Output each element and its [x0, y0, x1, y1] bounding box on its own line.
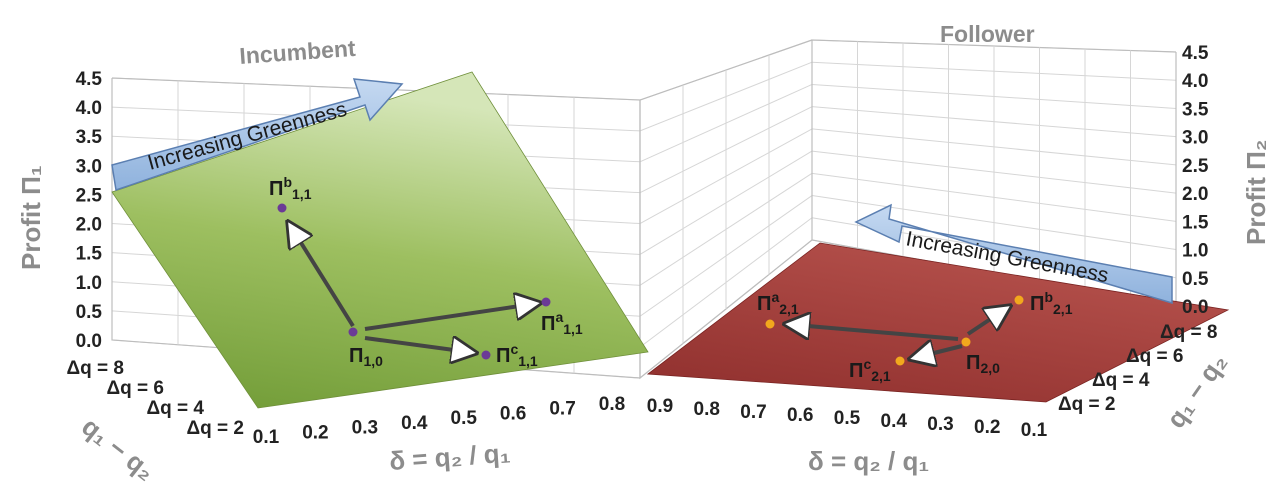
follower-z-tick: 0.5 [1182, 269, 1209, 290]
follower-x-tick: 0.4 [881, 411, 908, 432]
label-pi21-b: Πb2,1 [1030, 289, 1073, 317]
incumbent-y-tick: Δq = 4 [147, 398, 205, 419]
follower-x-tick: 0.5 [834, 408, 861, 429]
follower-z-tick: 3.5 [1182, 99, 1209, 120]
incumbent-y-axis-label: q₁ − q₂ [76, 411, 160, 486]
incumbent-surface [111, 71, 649, 409]
follower-x-tick: 0.7 [740, 402, 766, 423]
point-pi21-c [895, 356, 905, 366]
incumbent-x-tick: 0.4 [401, 413, 428, 434]
label-pi11-b: Πb1,1 [269, 174, 312, 202]
follower-z-tick: 4.0 [1182, 71, 1208, 92]
incumbent-z-tick: 1.0 [76, 273, 102, 294]
incumbent-y-tick: Δq = 2 [187, 418, 244, 439]
follower-z-tick: 1.5 [1182, 212, 1209, 233]
incumbent-tick-labels: 0.0 0.5 1.0 1.5 2.0 2.5 3.0 3.5 4.0 4.5 0.1 0.2 0.3 0… [67, 69, 626, 448]
follower-x-tick: 0.1 [1021, 420, 1048, 441]
incumbent-z-tick: 1.5 [76, 244, 103, 265]
follower-x-tick: 0.2 [974, 417, 1000, 438]
incumbent-z-axis-label: Profit Π₁ [16, 165, 46, 270]
point-pi11-c [481, 350, 491, 360]
follower-x-tick: 0.3 [927, 414, 953, 435]
follower-x-tick: 0.9 [647, 396, 673, 417]
follower-grid [639, 39, 1177, 380]
incumbent-x-tick: 0.8 [599, 394, 625, 415]
follower-y-tick: Δq = 4 [1092, 370, 1150, 391]
incumbent-y-tick: Δq = 8 [67, 358, 124, 379]
label-pi11-a: Πa1,1 [541, 309, 583, 337]
incumbent-x-tick: 0.1 [253, 427, 280, 448]
point-pi11-a [541, 297, 551, 307]
label-pi21-a: Πa2,1 [757, 289, 799, 317]
follower-y-tick: Δq = 6 [1126, 346, 1183, 367]
follower-z-tick: 4.5 [1182, 43, 1209, 64]
incumbent-x-tick: 0.2 [302, 422, 328, 443]
incumbent-z-tick: 0.5 [76, 302, 103, 323]
incumbent-z-tick: 0.0 [76, 331, 102, 352]
follower-z-tick: 0.0 [1182, 297, 1208, 318]
follower-z-tick: 2.0 [1182, 184, 1208, 205]
follower-y-tick: Δq = 8 [1160, 322, 1217, 343]
follower-x-tick: 0.8 [694, 399, 720, 420]
incumbent-z-tick: 4.5 [76, 69, 103, 90]
follower-y-tick: Δq = 2 [1058, 394, 1115, 415]
label-pi20: Π2,0 [966, 352, 1000, 376]
label-pi11-c: Πc1,1 [496, 341, 538, 369]
follower-z-tick: 2.5 [1182, 156, 1209, 177]
incumbent-z-tick: 2.0 [76, 215, 102, 236]
incumbent-x-tick: 0.5 [451, 408, 478, 429]
follower-z-tick: 1.0 [1182, 241, 1208, 262]
follower-connectors [785, 306, 1010, 359]
point-pi11-b [277, 203, 287, 213]
incumbent-x-tick: 0.3 [352, 418, 378, 439]
point-pi20 [961, 337, 971, 347]
incumbent-z-tick: 3.5 [76, 127, 103, 148]
incumbent-x-tick: 0.6 [500, 403, 526, 424]
follower-x-axis-label: δ = q₂ / q₁ [808, 446, 929, 476]
follower-z-tick: 3.0 [1182, 128, 1208, 149]
follower-x-tick: 0.6 [787, 405, 813, 426]
follower-z-axis-label: Profit Π₂ [1241, 140, 1271, 245]
point-pi21-b [1014, 295, 1024, 305]
label-pi21-c: Πc2,1 [849, 356, 891, 384]
incumbent-connectors [288, 222, 540, 353]
point-pi10 [348, 327, 358, 337]
follower-title: Follower [940, 21, 1035, 47]
label-pi10: Π1,0 [349, 345, 383, 369]
incumbent-z-tick: 2.5 [76, 185, 103, 206]
incumbent-z-tick: 4.0 [76, 98, 102, 119]
incumbent-z-tick: 3.0 [76, 156, 102, 177]
point-pi21-a [765, 319, 775, 329]
incumbent-y-tick: Δq = 6 [107, 378, 164, 399]
incumbent-x-axis-label: δ = q₂ / q₁ [388, 438, 511, 476]
follower-tick-labels: 0.0 0.5 1.0 1.5 2.0 2.5 3.0 3.5 4.0 4.5 0.9 0.8 0.7 0… [647, 43, 1218, 441]
incumbent-title: Incumbent [239, 35, 357, 69]
incumbent-x-tick: 0.7 [549, 399, 575, 420]
follower-surface [646, 242, 1230, 403]
